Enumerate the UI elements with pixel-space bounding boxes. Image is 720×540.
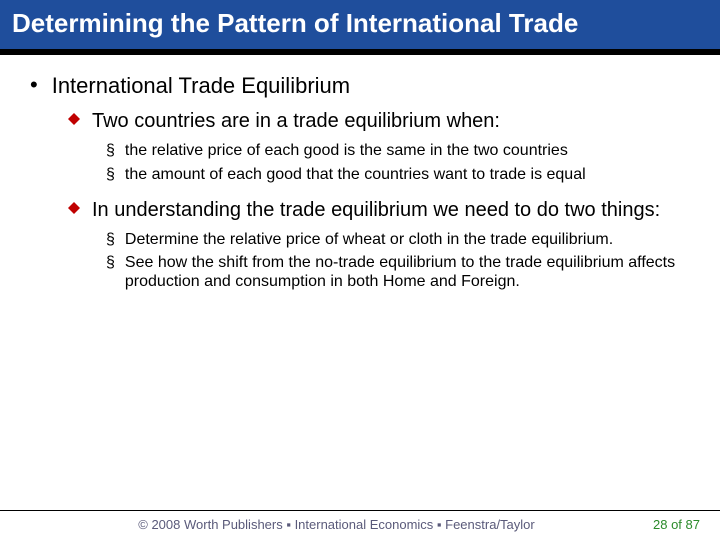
bullet-text: the amount of each good that the countri…: [125, 165, 586, 184]
footer-copyright: © 2008 Worth Publishers ▪ International …: [20, 517, 653, 532]
section-icon: §: [106, 141, 115, 160]
bullet-text: the relative price of each good is the s…: [125, 141, 568, 160]
bullet-text: See how the shift from the no-trade equi…: [125, 253, 690, 291]
bullet-level2: Two countries are in a trade equilibrium…: [68, 109, 690, 133]
diamond-icon: [68, 202, 80, 226]
slide-title: Determining the Pattern of International…: [12, 8, 578, 38]
bullet-level3: § Determine the relative price of wheat …: [106, 230, 690, 249]
section-icon: §: [106, 253, 115, 291]
bullet-level3: § See how the shift from the no-trade eq…: [106, 253, 690, 291]
bullet-level3: § the relative price of each good is the…: [106, 141, 690, 160]
page-number: 28 of 87: [653, 517, 700, 532]
bullet-level2: In understanding the trade equilibrium w…: [68, 198, 690, 222]
bullet-text: In understanding the trade equilibrium w…: [92, 198, 660, 222]
diamond-icon: [68, 113, 80, 137]
bullet-dot-icon: •: [30, 73, 38, 99]
slide-title-bar: Determining the Pattern of International…: [0, 0, 720, 55]
section-icon: §: [106, 165, 115, 184]
section-icon: §: [106, 230, 115, 249]
bullet-level3: § the amount of each good that the count…: [106, 165, 690, 184]
bullet-text: International Trade Equilibrium: [52, 73, 350, 99]
bullet-level1: • International Trade Equilibrium: [30, 73, 690, 99]
bullet-text: Determine the relative price of wheat or…: [125, 230, 613, 249]
slide-footer: © 2008 Worth Publishers ▪ International …: [0, 510, 720, 540]
slide-content: • International Trade Equilibrium Two co…: [0, 55, 720, 291]
bullet-text: Two countries are in a trade equilibrium…: [92, 109, 500, 133]
